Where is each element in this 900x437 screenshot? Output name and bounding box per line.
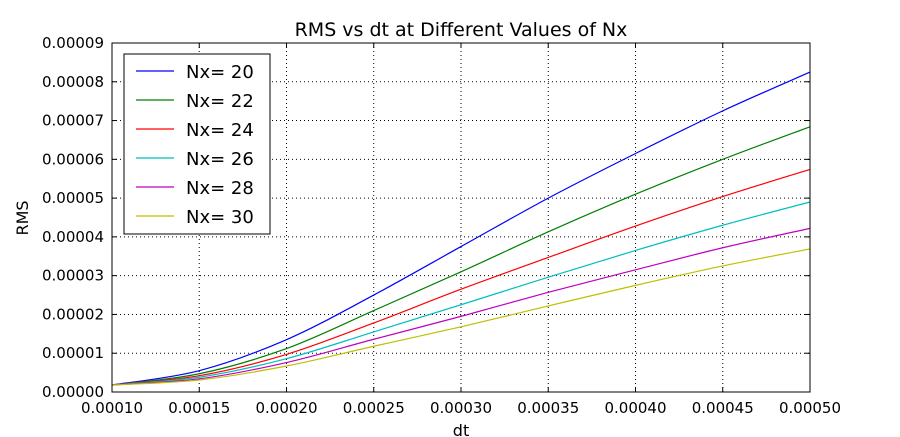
x-tick-label: 0.00025 (343, 399, 405, 417)
x-tick-label: 0.00030 (430, 399, 492, 417)
y-axis-label: RMS (13, 200, 32, 235)
legend-label: Nx= 30 (186, 207, 254, 228)
x-tick-label: 0.00020 (255, 399, 317, 417)
series-line-nx-24 (111, 168, 811, 386)
x-tick-label: 0.00015 (168, 399, 230, 417)
x-tick-label: 0.00010 (81, 399, 143, 417)
y-tick-label: 0.00002 (42, 305, 104, 323)
x-tick-label: 0.00040 (604, 399, 666, 417)
series-line-nx-20 (111, 71, 811, 386)
chart-title: RMS vs dt at Different Values of Nx (295, 19, 628, 41)
x-tick-label: 0.00050 (779, 399, 841, 417)
legend-label: Nx= 26 (186, 149, 254, 170)
y-tick-label: 0.00007 (42, 112, 104, 130)
y-tick-label: 0.00001 (42, 344, 104, 362)
series-line-nx-28 (111, 227, 811, 386)
legend-label: Nx= 28 (186, 178, 254, 199)
y-tick-label: 0.00000 (42, 383, 104, 401)
y-tick-label: 0.00009 (42, 34, 104, 52)
series-layer (111, 71, 811, 386)
y-tick-label: 0.00004 (42, 228, 104, 246)
legend-label: Nx= 20 (186, 62, 254, 83)
legend-label: Nx= 22 (186, 91, 254, 112)
legend-label: Nx= 24 (186, 120, 254, 141)
legend-frame (123, 53, 271, 235)
legend: Nx= 20 Nx= 22 Nx= 24 Nx= 26 Nx= 28 Nx= 30 (123, 53, 271, 235)
series-line-nx-30 (111, 248, 811, 386)
series-line-nx-26 (111, 201, 811, 386)
x-tick-label: 0.00045 (692, 399, 754, 417)
y-tick-label: 0.00006 (42, 150, 104, 168)
x-tick-label: 0.00035 (517, 399, 579, 417)
axis-ticks: 0.00010 0.00015 0.00020 0.00025 0.00030 0.000… (42, 34, 841, 417)
series-line-nx-22 (111, 126, 811, 386)
y-tick-label: 0.00003 (42, 267, 104, 285)
y-tick-label: 0.00005 (42, 189, 104, 207)
x-axis-label: dt (453, 421, 469, 437)
y-tick-label: 0.00008 (42, 73, 104, 91)
